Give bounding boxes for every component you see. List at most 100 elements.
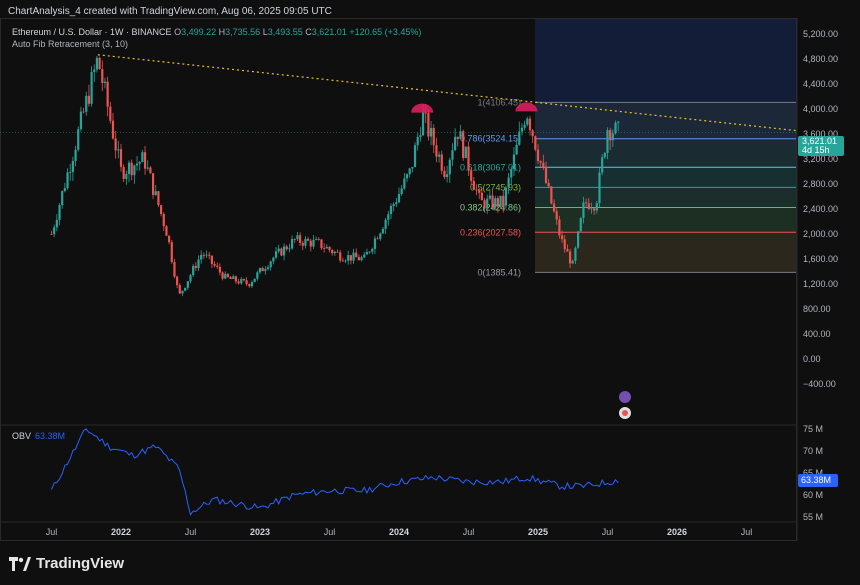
candle-body: [534, 136, 537, 150]
candle-body: [368, 251, 371, 253]
candle-body: [106, 81, 109, 107]
candle-body: [446, 174, 449, 178]
ohlc-row: Ethereum / U.S. Dollar · 1W · BINANCE O3…: [12, 26, 421, 38]
candle-body: [221, 272, 224, 279]
candle-body: [253, 278, 256, 283]
candle-body: [103, 81, 107, 84]
candle-body: [266, 267, 270, 270]
candle-body: [127, 162, 131, 174]
candle-body: [55, 219, 58, 228]
close-label: C: [305, 27, 312, 37]
candle-body: [53, 227, 56, 235]
candle-body: [520, 127, 524, 132]
fib-zone: [535, 102, 796, 139]
candle-body: [288, 248, 291, 250]
candle-body: [531, 130, 534, 137]
fib-zone: [535, 167, 796, 188]
change-value: +120.65 (+3.45%): [349, 27, 422, 37]
candle-body: [154, 191, 157, 195]
candle-body: [424, 112, 427, 114]
candle-body: [459, 131, 462, 139]
candle-body: [472, 180, 475, 190]
y-tick-label: 400.00: [803, 329, 831, 339]
candle-body: [71, 160, 74, 173]
us-flag-event-icon-center: [622, 410, 628, 416]
candle-body: [226, 273, 230, 278]
candle-body: [58, 205, 61, 220]
pivot-high-marker: [515, 102, 538, 112]
fib-extension-zone: [535, 19, 796, 103]
candle-body: [272, 257, 275, 262]
candle-body: [470, 170, 473, 181]
tradingview-logo: TradingView: [9, 555, 124, 572]
tradingview-icon: [9, 556, 31, 571]
candle-body: [483, 200, 486, 209]
candle-body: [95, 57, 99, 70]
candle-body: [151, 173, 155, 195]
candle-body: [61, 191, 64, 206]
candle-body: [242, 278, 246, 281]
fib-level-label: 0.786(3524.15): [460, 134, 521, 144]
open-value: 3,499.22: [181, 27, 217, 37]
obv-legend[interactable]: OBV 63.38M: [12, 431, 65, 441]
candle-body: [451, 150, 454, 160]
x-tick-label: 2024: [389, 527, 409, 537]
candle-body: [237, 281, 240, 284]
y-tick-label: 2,400.00: [803, 204, 838, 214]
candle-body: [82, 111, 85, 113]
candle-body: [93, 69, 96, 73]
candle-body: [307, 238, 310, 241]
candle-body: [392, 204, 395, 206]
candle-body: [614, 122, 617, 134]
candle-body: [323, 248, 326, 249]
candle-body: [304, 238, 307, 246]
symbol-title[interactable]: Ethereum / U.S. Dollar · 1W · BINANCE: [12, 27, 172, 37]
candle-body: [437, 154, 441, 157]
candle-body: [408, 168, 411, 175]
candle-body: [427, 113, 430, 137]
candle-body: [560, 235, 564, 240]
candle-body: [210, 255, 213, 264]
candle-body: [181, 290, 184, 294]
candle-body: [454, 136, 457, 151]
indicator-fib-label[interactable]: Auto Fib Retracement (3, 10): [12, 39, 129, 49]
candle-body: [384, 219, 387, 229]
candle-body: [280, 248, 283, 256]
candle-body: [256, 272, 259, 279]
open-label: O: [174, 27, 182, 37]
candle-body: [309, 240, 312, 247]
candle-body: [317, 238, 320, 240]
fib-level-label: 0.5(2745.93): [470, 182, 521, 192]
candle-body: [443, 170, 446, 178]
obv-tick-label: 55 M: [803, 512, 823, 522]
obv-last-tag: 63.38M: [798, 474, 838, 487]
candle-body: [381, 228, 385, 234]
candle-body: [312, 239, 315, 247]
candle-body: [205, 254, 208, 256]
x-tick-label: 2023: [250, 527, 270, 537]
candle-body: [258, 268, 262, 273]
candle-body: [143, 152, 147, 169]
candle-body: [397, 194, 401, 203]
y-tick-label: 1,600.00: [803, 254, 838, 264]
candle-body: [122, 166, 125, 179]
obv-tick-label: 70 M: [803, 446, 823, 456]
candle-body: [290, 239, 294, 249]
x-tick-label: Jul: [602, 527, 614, 537]
candle-body: [165, 226, 168, 236]
candle-body: [502, 195, 505, 206]
candle-body: [363, 254, 366, 258]
candle-body: [293, 239, 296, 240]
candle-body: [202, 254, 205, 256]
dividend-event-icon: [619, 391, 631, 403]
candle-body: [512, 154, 516, 170]
candle-body: [552, 203, 556, 212]
candle-body: [194, 265, 197, 269]
y-tick-label: 2,800.00: [803, 179, 838, 189]
candle-body: [197, 259, 200, 269]
candle-body: [176, 276, 179, 286]
candle-body: [74, 149, 77, 161]
candle-body: [405, 174, 409, 179]
candle-body: [146, 167, 149, 169]
